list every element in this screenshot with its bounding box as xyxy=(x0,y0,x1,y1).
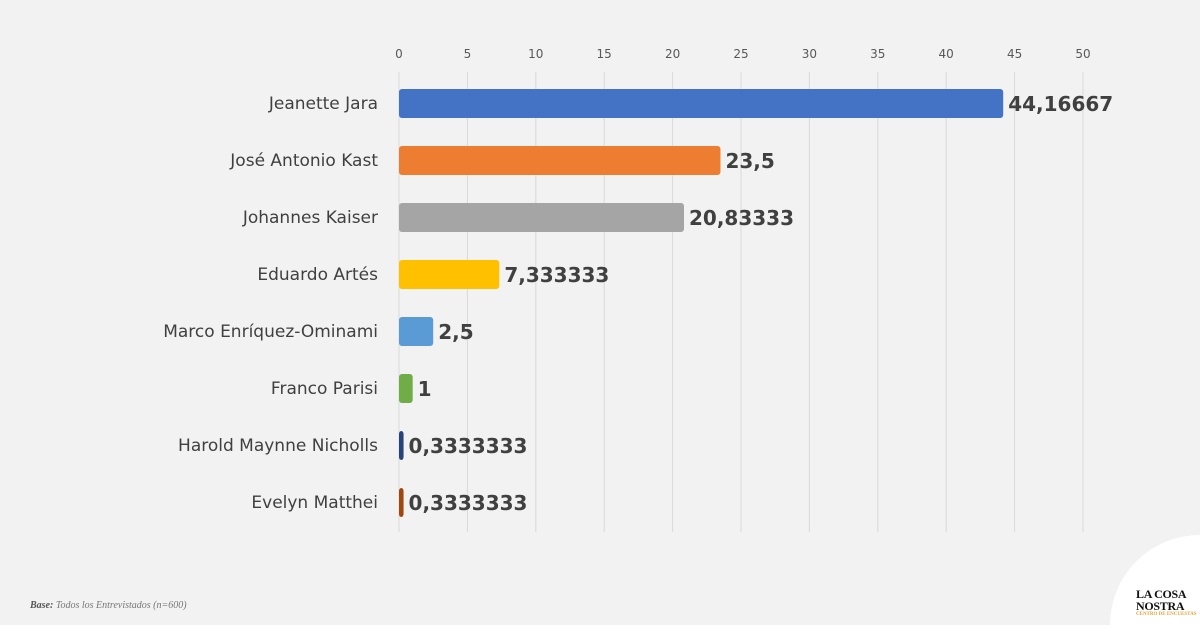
data-label: 0,3333333 xyxy=(409,491,528,515)
x-tick-label: 30 xyxy=(802,47,817,61)
x-tick-label: 20 xyxy=(665,47,680,61)
category-label: Jeanette Jara xyxy=(268,94,378,114)
base-label: Base: xyxy=(30,600,54,611)
x-tick-label: 10 xyxy=(528,47,543,61)
bar xyxy=(399,146,721,175)
data-label: 0,3333333 xyxy=(409,434,528,458)
logo-line2: NOSTRA xyxy=(1136,599,1185,613)
data-label: 23,5 xyxy=(725,149,774,173)
x-tick-label: 15 xyxy=(597,47,612,61)
category-label: José Antonio Kast xyxy=(229,151,378,171)
bar xyxy=(399,317,434,346)
logo-line1: LA COSA xyxy=(1136,587,1187,601)
data-label: 2,5 xyxy=(438,320,473,344)
x-tick-label: 25 xyxy=(733,47,748,61)
category-label: Marco Enríquez-Ominami xyxy=(163,322,378,342)
category-label: Harold Maynne Nicholls xyxy=(178,436,378,456)
bar xyxy=(399,488,404,517)
x-tick-label: 5 xyxy=(464,47,472,61)
footer-note: Base: Todos los Entrevistados (n=600) xyxy=(30,600,187,611)
data-label: 44,16667 xyxy=(1008,92,1113,116)
x-tick-label: 40 xyxy=(939,47,954,61)
bar xyxy=(399,260,500,289)
data-label: 1 xyxy=(418,377,432,401)
x-tick-label: 0 xyxy=(395,47,403,61)
category-label: Johannes Kaiser xyxy=(242,208,378,228)
data-label: 7,333333 xyxy=(504,263,609,287)
base-text: Todos los Entrevistados (n=600) xyxy=(55,600,187,611)
logo: LA COSA NOSTRA CENTRO DE ENCUESTAS xyxy=(1136,588,1198,618)
bar xyxy=(399,374,413,403)
bar xyxy=(399,431,404,460)
x-tick-label: 35 xyxy=(870,47,885,61)
bar xyxy=(399,203,684,232)
category-label: Eduardo Artés xyxy=(257,265,378,285)
x-tick-label: 50 xyxy=(1075,47,1090,61)
data-label: 20,83333 xyxy=(689,206,794,230)
category-label: Franco Parisi xyxy=(271,379,378,399)
x-tick-label: 45 xyxy=(1007,47,1022,61)
logo-tagline: CENTRO DE ENCUESTAS xyxy=(1136,612,1197,617)
category-label: Evelyn Matthei xyxy=(251,493,378,513)
bar xyxy=(399,89,1004,118)
